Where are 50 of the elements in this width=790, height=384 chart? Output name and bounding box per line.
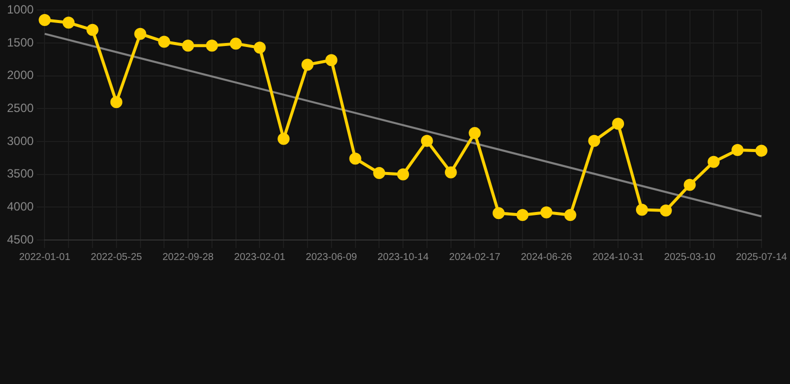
point bbox=[182, 40, 194, 52]
y-tick-label: 4500 bbox=[6, 232, 34, 246]
x-tick-label: 2022-01-01 bbox=[19, 252, 71, 263]
point bbox=[38, 14, 51, 26]
x-tick-label: 2024-02-17 bbox=[449, 252, 501, 263]
y-tick-label: 2000 bbox=[6, 68, 34, 82]
x-tick-label: 2023-02-01 bbox=[234, 252, 286, 263]
point bbox=[397, 168, 410, 180]
point bbox=[444, 166, 457, 178]
y-tick-label: 1000 bbox=[6, 2, 34, 17]
point bbox=[468, 126, 481, 139]
point bbox=[636, 204, 648, 216]
point bbox=[301, 58, 314, 71]
y-tick-label: 3500 bbox=[6, 166, 34, 181]
point bbox=[134, 28, 146, 40]
point bbox=[708, 156, 720, 168]
x-tick-label: 2024-10-31 bbox=[592, 252, 644, 263]
x-tick-label: 2023-10-14 bbox=[377, 252, 430, 263]
point bbox=[588, 134, 600, 147]
y-tick-label: 2500 bbox=[6, 101, 34, 115]
y-tick-label: 3000 bbox=[6, 134, 34, 148]
point bbox=[158, 36, 170, 48]
x-tick-label: 2025-03-10 bbox=[664, 252, 716, 263]
point bbox=[420, 134, 433, 147]
point bbox=[230, 38, 242, 50]
point bbox=[373, 167, 386, 180]
point bbox=[564, 209, 576, 222]
x-tick-label: 2022-09-28 bbox=[162, 252, 214, 263]
point bbox=[732, 144, 744, 156]
x-tick-label: 2023-06-09 bbox=[306, 252, 358, 263]
x-tick-label: 2022-05-25 bbox=[90, 252, 142, 263]
y-tick-label: 1500 bbox=[6, 35, 34, 50]
point bbox=[684, 178, 696, 191]
point bbox=[660, 204, 672, 216]
point bbox=[86, 24, 98, 36]
x-tick-label: 2025-07-14 bbox=[736, 252, 788, 263]
point bbox=[612, 118, 624, 130]
point bbox=[540, 206, 552, 218]
point bbox=[254, 42, 266, 54]
point bbox=[492, 207, 505, 220]
point bbox=[755, 144, 768, 157]
y-tick-label: 4000 bbox=[6, 199, 34, 214]
point bbox=[349, 152, 362, 165]
point bbox=[278, 132, 290, 145]
point bbox=[110, 96, 122, 108]
point bbox=[206, 40, 218, 52]
point bbox=[516, 209, 529, 222]
point bbox=[325, 54, 338, 66]
x-tick-label: 2024-06-26 bbox=[520, 252, 572, 263]
point bbox=[62, 16, 75, 29]
